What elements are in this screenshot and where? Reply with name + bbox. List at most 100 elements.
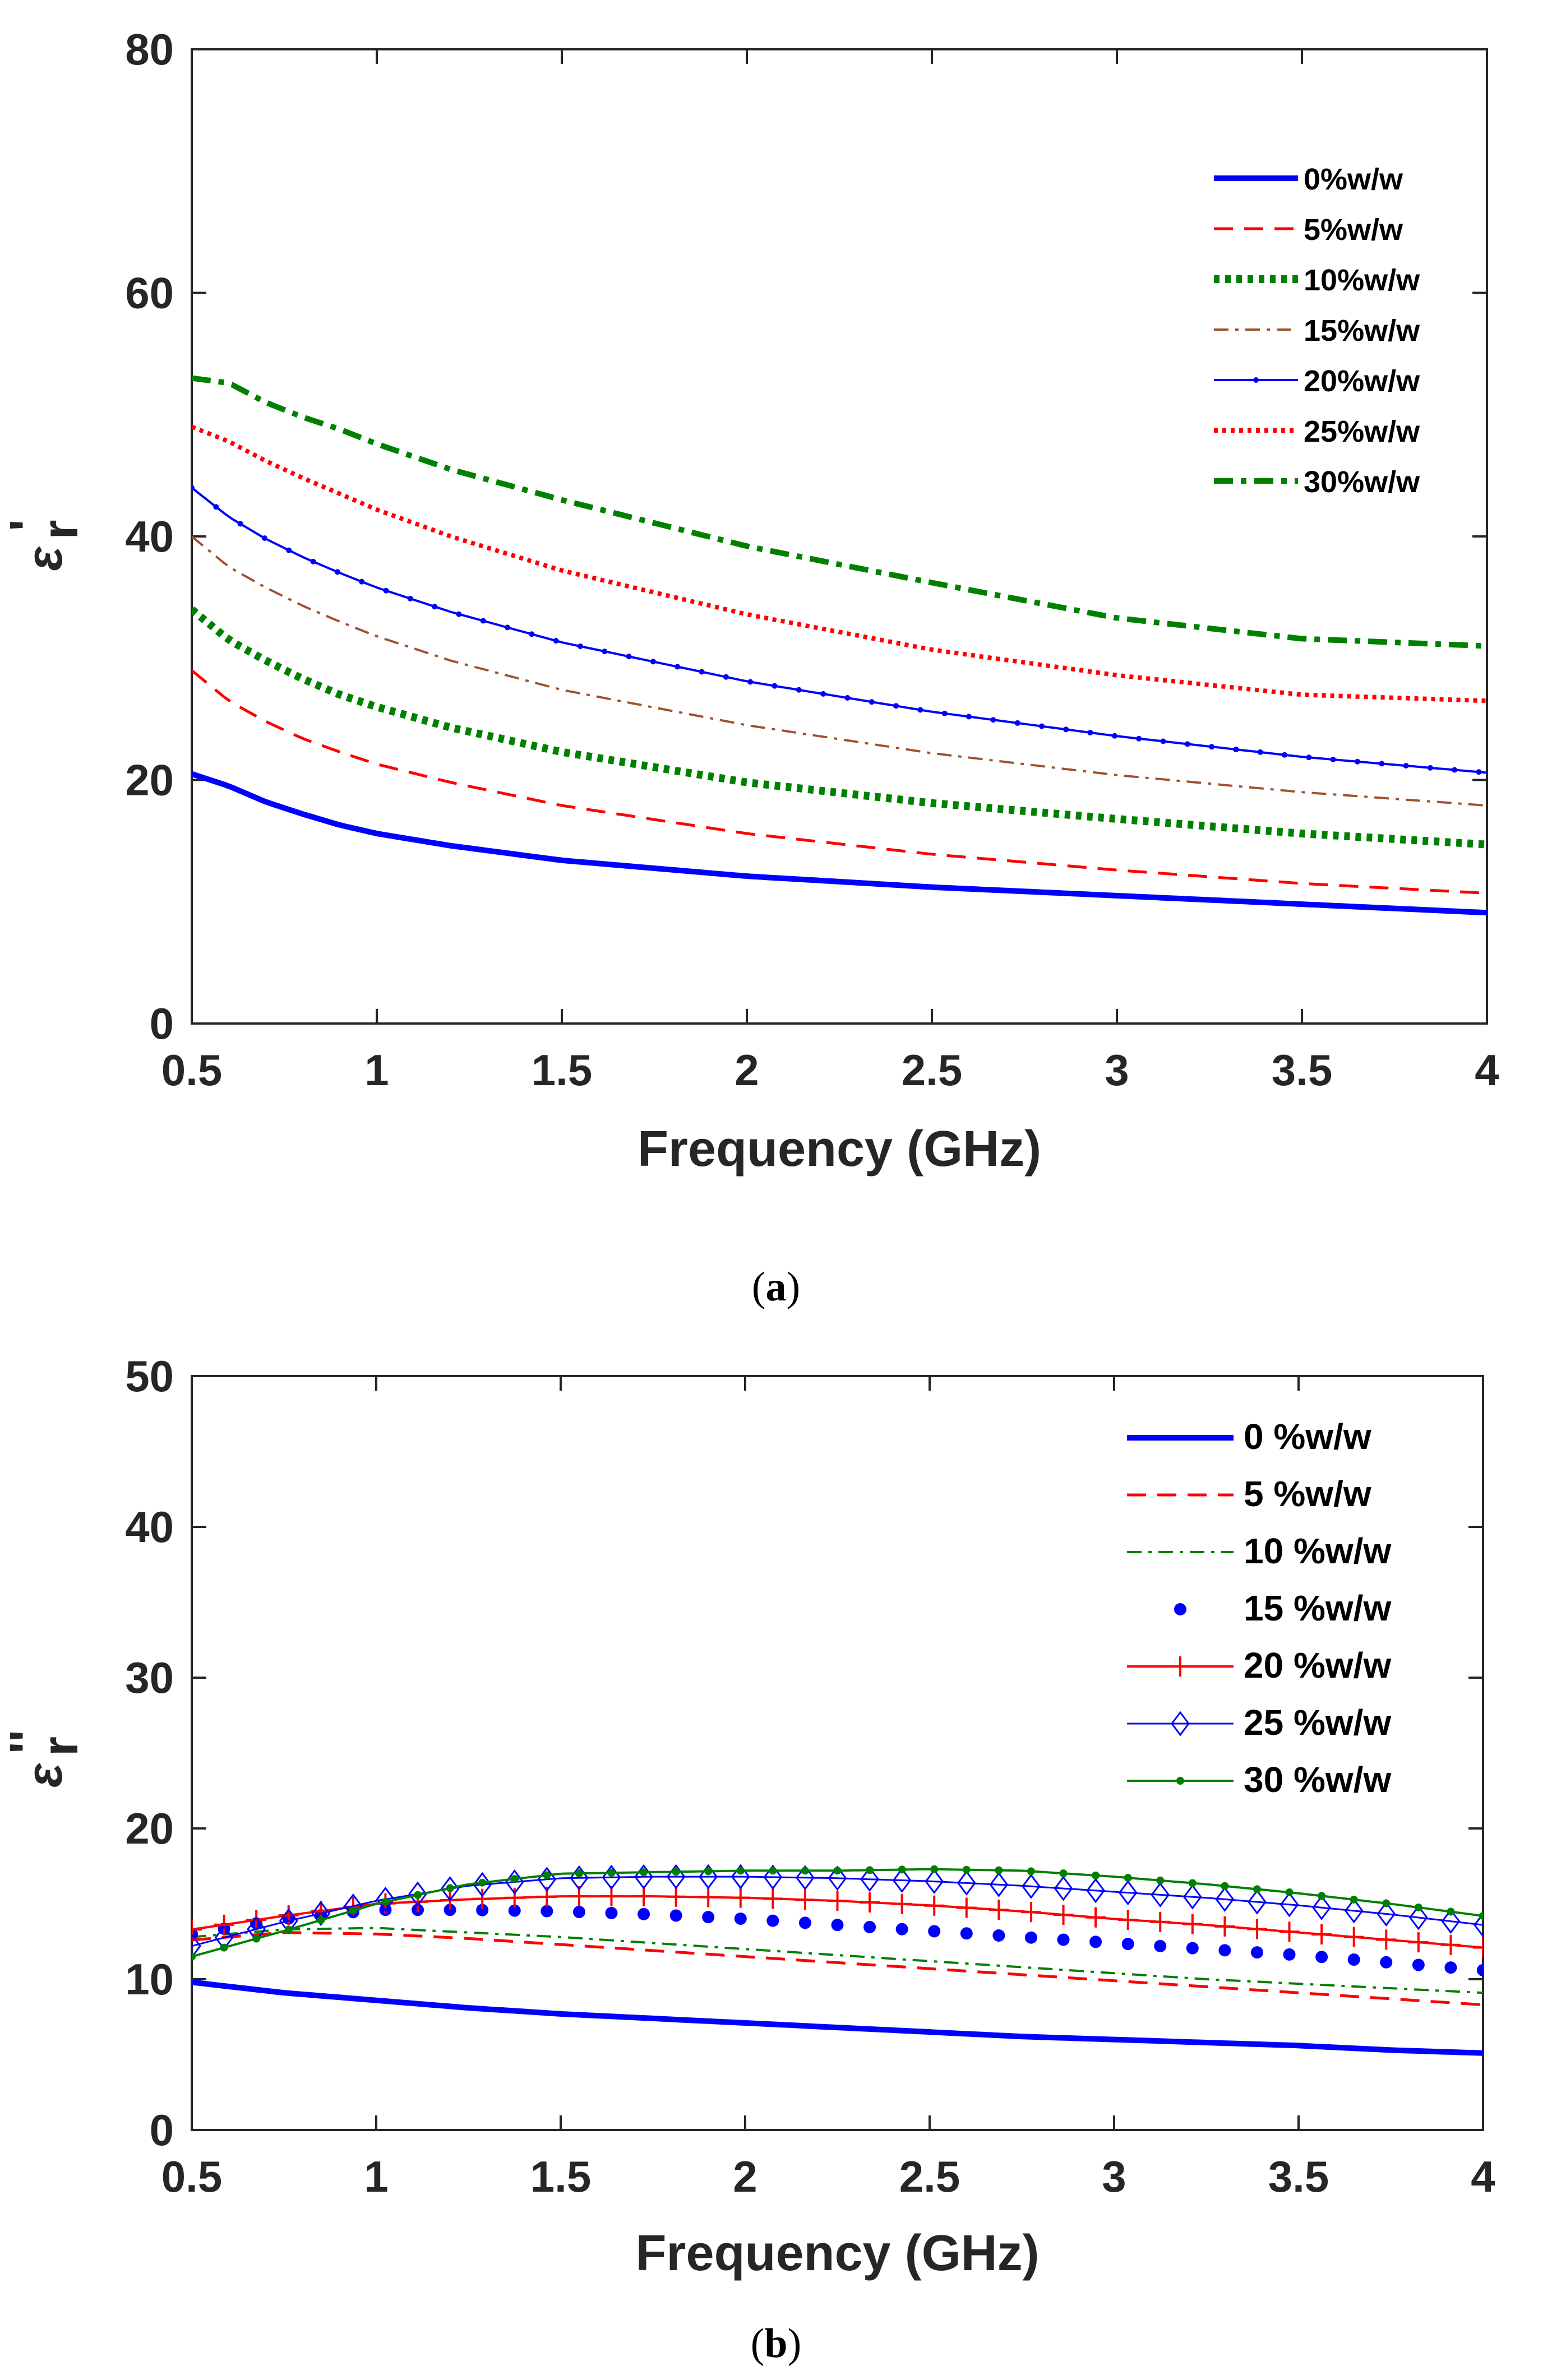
- series-20ww-marker: [310, 558, 316, 564]
- legend-swatch-marker: [1253, 377, 1259, 383]
- series-25ww-marker: [860, 1867, 879, 1892]
- y-axis-label-symbol: ε: [17, 547, 73, 571]
- series-30ww-marker: [478, 1878, 487, 1887]
- series-20ww-marker: [505, 624, 511, 631]
- series-20ww-marker: [772, 683, 778, 689]
- series-20ww-marker: [1476, 769, 1482, 775]
- series-20ww-marker: [1376, 1929, 1397, 1950]
- legend-item: 15 %w/w: [1174, 1588, 1391, 1628]
- series-20ww-marker: [1053, 1905, 1074, 1925]
- series-20ww-marker: [1427, 765, 1433, 771]
- series-20ww-marker: [1020, 1902, 1041, 1923]
- series-25ww-marker: [1215, 1886, 1235, 1912]
- series-20ww-marker: [723, 674, 729, 680]
- series-10ww-line: [192, 606, 1487, 849]
- series-20ww-marker: [1282, 752, 1288, 758]
- series-15ww-marker: [605, 1906, 618, 1919]
- series-30ww-marker: [192, 1952, 196, 1961]
- series-20ww-marker: [844, 695, 851, 701]
- series-25ww-marker: [1118, 1880, 1138, 1906]
- y-axis-label: εr'': [0, 1730, 89, 1788]
- series-20ww-marker: [246, 1910, 267, 1930]
- series-15ww-marker: [766, 1914, 779, 1927]
- x-tick-label: 2: [735, 1045, 759, 1095]
- series-20ww-marker: [1440, 1934, 1461, 1955]
- y-tick-label: 0: [150, 2105, 174, 2155]
- series-15ww-marker: [541, 1905, 553, 1918]
- series-20ww-marker: [990, 717, 996, 723]
- series-30ww-marker: [1027, 1867, 1035, 1876]
- series-30ww-marker: [1092, 1871, 1100, 1879]
- series-25ww-marker: [1086, 1878, 1105, 1904]
- series-15ww-marker: [638, 1907, 650, 1920]
- series-15ww-marker: [1283, 1948, 1296, 1961]
- series-20ww-marker: [763, 1888, 783, 1909]
- y-tick-label: 20: [125, 756, 174, 805]
- legend-label: 5 %w/w: [1244, 1474, 1371, 1514]
- series-20ww-marker: [1063, 726, 1069, 733]
- y-axis-label-sub: r: [33, 520, 89, 539]
- x-tick-label: 1.5: [532, 1045, 592, 1095]
- series-20ww-marker: [796, 687, 802, 693]
- y-tick-label: 0: [150, 999, 174, 1048]
- legend-label: 30%w/w: [1304, 465, 1420, 499]
- series-15ww-marker: [1347, 1953, 1360, 1966]
- series-15ww-marker: [1250, 1946, 1263, 1959]
- series-20ww-marker: [1209, 744, 1215, 750]
- series-30ww-marker: [414, 1891, 422, 1899]
- legend-item: 30 %w/w: [1127, 1759, 1391, 1800]
- series-20ww-marker: [827, 1891, 848, 1911]
- series-25ww-marker: [1248, 1889, 1267, 1915]
- series-20ww-marker: [1233, 747, 1239, 753]
- caption-close: ): [787, 1264, 801, 1310]
- series-20ww-marker: [860, 1892, 880, 1913]
- series-20ww-marker: [1379, 761, 1385, 767]
- series-20ww-marker: [602, 649, 608, 655]
- y-axis-label-sup: ': [0, 519, 56, 531]
- series-30ww-marker: [1124, 1874, 1132, 1882]
- series-25ww-marker: [892, 1868, 912, 1893]
- series-25ww-marker: [1312, 1895, 1332, 1920]
- series-20ww-marker: [730, 1887, 751, 1908]
- series-25ww-line: [192, 424, 1487, 703]
- series-20ww-marker: [892, 1893, 912, 1914]
- series-15ww-marker: [1444, 1961, 1457, 1974]
- series-15ww-marker: [1024, 1931, 1037, 1944]
- series-30ww-marker: [833, 1867, 842, 1875]
- y-tick-label: 40: [125, 512, 174, 561]
- series-20ww-marker: [1160, 738, 1166, 744]
- caption-close: ): [788, 2321, 802, 2367]
- x-axis-label: Frequency (GHz): [635, 2225, 1039, 2281]
- legend-label: 20 %w/w: [1244, 1645, 1391, 1686]
- series-15ww-marker: [798, 1916, 811, 1929]
- series-25ww-marker: [828, 1865, 847, 1891]
- series-25ww-marker: [1474, 1912, 1483, 1938]
- legend-label: 20%w/w: [1304, 364, 1420, 398]
- series-20ww-marker: [1355, 758, 1360, 765]
- series-20ww-marker: [1184, 741, 1190, 747]
- series-15ww-marker: [476, 1904, 489, 1916]
- series-25ww-marker: [925, 1869, 944, 1895]
- series-0ww-line: [192, 771, 1487, 916]
- legend-item: 25%w/w: [1214, 415, 1420, 448]
- series-30ww-marker: [1447, 1907, 1455, 1916]
- series-20ww-marker: [383, 587, 389, 594]
- series-25ww-marker: [1377, 1901, 1396, 1927]
- y-axis-label: εr': [0, 519, 89, 571]
- series-30ww-marker: [1318, 1892, 1326, 1900]
- series-20ww-marker: [1014, 720, 1020, 726]
- series-30ww-marker: [930, 1865, 939, 1873]
- series-15ww-marker: [702, 1911, 715, 1924]
- series-20ww-marker: [1086, 1907, 1106, 1928]
- series-25ww-marker: [473, 1872, 492, 1897]
- series-10ww-line: [192, 1927, 1483, 1994]
- series-20ww-marker: [529, 631, 535, 637]
- series-30ww-marker: [801, 1867, 809, 1875]
- series-20ww-marker: [1257, 749, 1263, 755]
- series-20ww-marker: [480, 618, 486, 624]
- series-20ww-marker: [504, 1887, 525, 1908]
- series-15ww-marker: [831, 1919, 844, 1932]
- series-15ww-marker: [1121, 1938, 1134, 1951]
